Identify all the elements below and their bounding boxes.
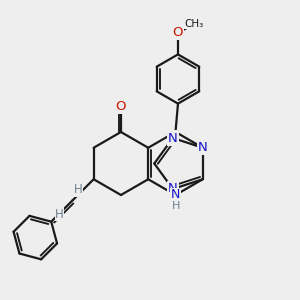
Text: N: N <box>198 141 208 154</box>
Text: N: N <box>168 182 178 196</box>
Text: O: O <box>116 100 126 113</box>
Text: H: H <box>172 201 180 212</box>
Text: N: N <box>171 188 180 202</box>
Text: N: N <box>168 131 178 145</box>
Text: H: H <box>55 208 64 221</box>
Text: H: H <box>74 184 82 196</box>
Text: CH₃: CH₃ <box>185 19 204 29</box>
Text: O: O <box>173 26 183 39</box>
